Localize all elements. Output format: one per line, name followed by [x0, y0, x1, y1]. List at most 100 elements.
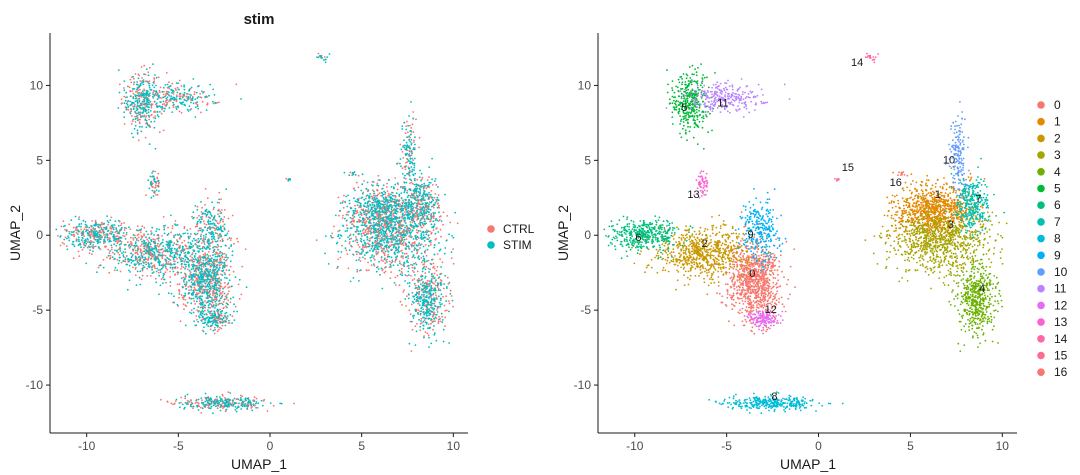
- left-cell-point: [189, 271, 192, 273]
- left-cell-point: [175, 252, 177, 255]
- left-cell-point: [140, 104, 143, 107]
- left-cell-point: [213, 262, 215, 265]
- left-cell-point: [401, 151, 404, 153]
- left-cell-point: [130, 252, 133, 255]
- left-cell-point: [420, 283, 422, 285]
- left-cell-point: [395, 228, 398, 231]
- left-cell-point: [157, 237, 160, 240]
- left-cell-point: [436, 309, 438, 311]
- left-cell-point: [192, 279, 194, 281]
- left-cell-point: [377, 245, 380, 248]
- left-cell-point: [134, 241, 137, 244]
- left-cell-point: [380, 233, 383, 236]
- left-cell-point: [413, 298, 416, 300]
- left-cell-point: [221, 324, 224, 327]
- left-cell-point: [348, 210, 350, 213]
- left-cell-point: [397, 199, 400, 202]
- left-cell-point: [192, 407, 194, 410]
- left-cell-point: [120, 222, 123, 225]
- left-cell-point: [427, 238, 429, 241]
- left-cell-point: [412, 317, 415, 319]
- left-cell-point: [130, 108, 133, 111]
- left-cell-point: [372, 184, 374, 187]
- left-cell-point: [198, 245, 201, 248]
- left-cell-point: [380, 259, 383, 262]
- left-cell-point: [392, 264, 395, 267]
- left-cell-point: [127, 105, 130, 108]
- left-cell-point: [414, 344, 417, 346]
- left-cell-point: [216, 330, 219, 333]
- left-cell-point: [225, 297, 228, 300]
- left-cell-point: [368, 195, 371, 198]
- left-cell-point: [330, 236, 333, 239]
- left-cell-point: [428, 336, 430, 339]
- left-cell-point: [212, 291, 214, 293]
- left-cell-point: [402, 255, 404, 257]
- left-cell-point: [211, 240, 214, 243]
- left-cell-point: [197, 269, 200, 272]
- left-cell-point: [109, 257, 112, 259]
- left-cell-point: [152, 91, 155, 94]
- left-cell-point: [120, 98, 123, 101]
- left-cell-point: [377, 203, 380, 206]
- left-cell-point: [383, 254, 386, 257]
- left-cell-point: [206, 197, 209, 200]
- left-cell-point: [250, 407, 253, 409]
- left-cell-point: [143, 73, 146, 76]
- left-cell-point: [375, 222, 378, 225]
- left-points-layer: [55, 52, 459, 415]
- left-cell-point: [387, 253, 389, 256]
- left-cell-point: [376, 197, 378, 200]
- left-cell-point: [180, 263, 183, 266]
- left-cell-point: [390, 232, 393, 235]
- left-cell-point: [428, 327, 431, 330]
- left-cell-point: [407, 255, 409, 257]
- left-cell-point: [229, 239, 232, 242]
- left-cell-point: [154, 147, 157, 150]
- left-cell-point: [431, 258, 433, 261]
- left-cell-point: [389, 200, 392, 203]
- left-cell-point: [213, 274, 216, 277]
- left-cell-point: [423, 250, 426, 253]
- left-cell-point: [409, 223, 412, 226]
- left-cell-point: [216, 407, 219, 410]
- left-cell-point: [451, 235, 453, 237]
- left-cell-point: [219, 210, 221, 213]
- left-cell-point: [178, 79, 181, 82]
- left-cell-point: [428, 312, 431, 315]
- left-cell-point: [157, 253, 160, 256]
- left-cell-point: [143, 247, 146, 250]
- left-cell-point: [124, 260, 127, 263]
- left-cell-point: [405, 203, 407, 205]
- left-cell-point: [404, 187, 406, 190]
- left-cell-point: [140, 262, 143, 265]
- left-cell-point: [209, 264, 212, 267]
- left-cell-point: [400, 192, 403, 195]
- left-cell-point: [433, 246, 436, 249]
- left-cell-point: [359, 252, 361, 255]
- left-cell-point: [110, 216, 113, 219]
- left-cell-point: [401, 212, 404, 215]
- left-cell-point: [197, 292, 200, 295]
- left-cell-point: [411, 328, 414, 331]
- left-cell-point: [143, 266, 146, 268]
- left-cell-point: [439, 248, 442, 251]
- left-cell-point: [144, 243, 147, 246]
- left-cell-point: [372, 250, 374, 253]
- left-cell-point: [137, 261, 140, 264]
- left-cell-point: [401, 167, 404, 170]
- left-cell-point: [158, 228, 161, 231]
- left-cell-point: [140, 278, 143, 281]
- left-cell-point: [398, 284, 401, 287]
- left-cell-point: [403, 289, 405, 292]
- left-cell-point: [432, 328, 434, 331]
- left-cell-point: [418, 258, 421, 261]
- left-cell-point: [432, 229, 435, 232]
- left-cell-point: [364, 210, 367, 212]
- left-cell-point: [396, 188, 399, 191]
- left-cell-point: [127, 99, 130, 102]
- left-cell-point: [350, 237, 353, 240]
- left-cell-point: [341, 244, 343, 247]
- left-cell-point: [375, 251, 377, 254]
